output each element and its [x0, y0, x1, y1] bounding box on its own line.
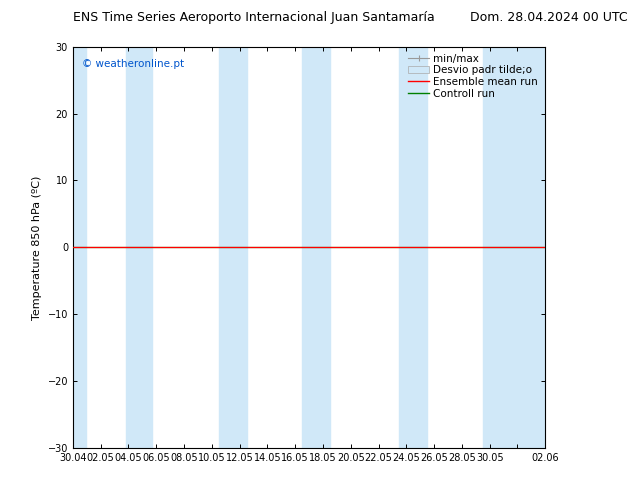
Bar: [219, 47, 247, 448]
Bar: [399, 47, 427, 448]
Bar: [126, 47, 152, 448]
Text: ENS Time Series Aeroporto Internacional Juan Santamaría: ENS Time Series Aeroporto Internacional …: [73, 11, 435, 24]
Y-axis label: Temperature 850 hPa (ºC): Temperature 850 hPa (ºC): [32, 175, 42, 319]
Text: © weatheronline.pt: © weatheronline.pt: [82, 59, 184, 69]
Text: Dom. 28.04.2024 00 UTC: Dom. 28.04.2024 00 UTC: [470, 11, 628, 24]
Bar: [482, 47, 545, 448]
Legend: min/max, Desvio padr tilde;o, Ensemble mean run, Controll run: min/max, Desvio padr tilde;o, Ensemble m…: [406, 52, 540, 100]
Bar: [302, 47, 330, 448]
Bar: [73, 47, 86, 448]
